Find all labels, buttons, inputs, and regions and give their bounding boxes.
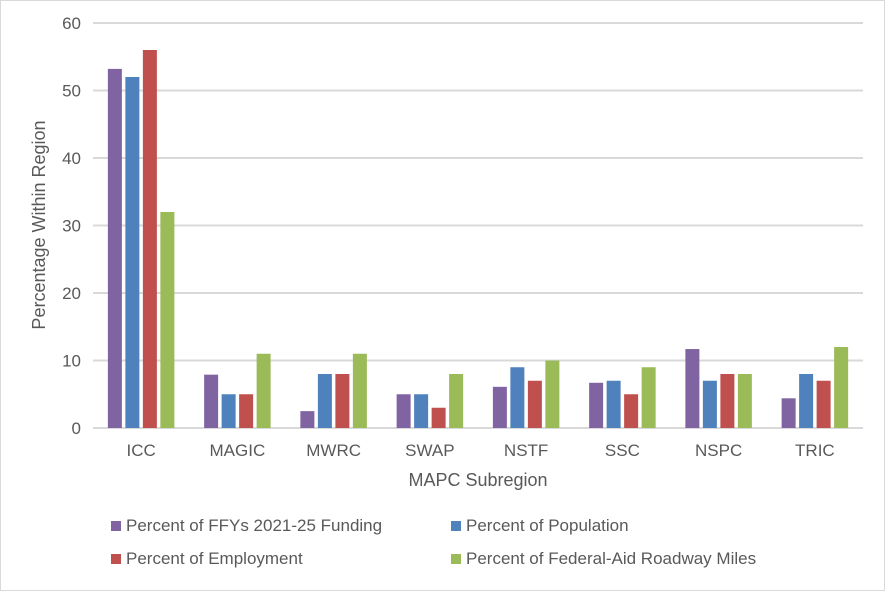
x-tick-label: MWRC	[306, 441, 361, 460]
bar	[449, 374, 464, 428]
x-tick-label: ICC	[126, 441, 155, 460]
bar	[256, 353, 271, 428]
bar	[352, 353, 367, 428]
bar	[624, 394, 639, 428]
bar	[335, 374, 350, 428]
bar	[107, 68, 122, 429]
bar	[317, 374, 332, 428]
legend-swatch	[111, 521, 121, 531]
y-tick-label: 10	[62, 352, 81, 371]
bar	[702, 380, 717, 428]
y-tick-label: 30	[62, 217, 81, 236]
bar	[589, 382, 604, 428]
bar	[300, 411, 315, 428]
bar	[527, 380, 542, 428]
bar	[781, 398, 796, 428]
x-tick-label: SSC	[605, 441, 640, 460]
bar	[641, 367, 656, 428]
y-tick-label: 0	[72, 419, 81, 438]
y-tick-label: 50	[62, 82, 81, 101]
bar	[545, 360, 560, 428]
bar	[142, 50, 157, 428]
legend-label: Percent of Federal-Aid Roadway Miles	[466, 549, 756, 568]
bar	[125, 77, 140, 428]
bar	[799, 374, 814, 428]
bar	[606, 380, 621, 428]
y-tick-label: 40	[62, 149, 81, 168]
x-tick-label: NSPC	[695, 441, 742, 460]
bar	[160, 212, 175, 428]
bar	[737, 374, 752, 428]
legend-swatch	[451, 521, 461, 531]
y-axis-label: Percentage Within Region	[29, 120, 49, 329]
bar	[720, 374, 735, 428]
x-tick-label: TRIC	[795, 441, 835, 460]
x-tick-label: NSTF	[504, 441, 548, 460]
bar	[492, 386, 507, 428]
legend-swatch	[451, 554, 461, 564]
y-tick-label: 60	[62, 14, 81, 33]
legend: Percent of FFYs 2021-25 Funding Percent o…	[111, 516, 756, 568]
legend-label: Percent of Employment	[126, 549, 303, 568]
bar	[396, 394, 411, 428]
x-tick-label: SWAP	[405, 441, 454, 460]
bar	[414, 394, 429, 428]
x-tick-label: MAGIC	[210, 441, 266, 460]
bar	[834, 347, 849, 428]
legend-label: Percent of FFYs 2021-25 Funding	[126, 516, 382, 535]
bar	[239, 394, 254, 428]
x-axis-label: MAPC Subregion	[408, 470, 547, 490]
bar	[685, 349, 700, 428]
bar	[221, 394, 236, 428]
bar	[510, 367, 525, 428]
bar	[204, 374, 219, 428]
legend-swatch	[111, 554, 121, 564]
legend-label: Percent of Population	[466, 516, 629, 535]
bar	[816, 380, 831, 428]
y-tick-label: 20	[62, 284, 81, 303]
bar	[431, 407, 446, 428]
